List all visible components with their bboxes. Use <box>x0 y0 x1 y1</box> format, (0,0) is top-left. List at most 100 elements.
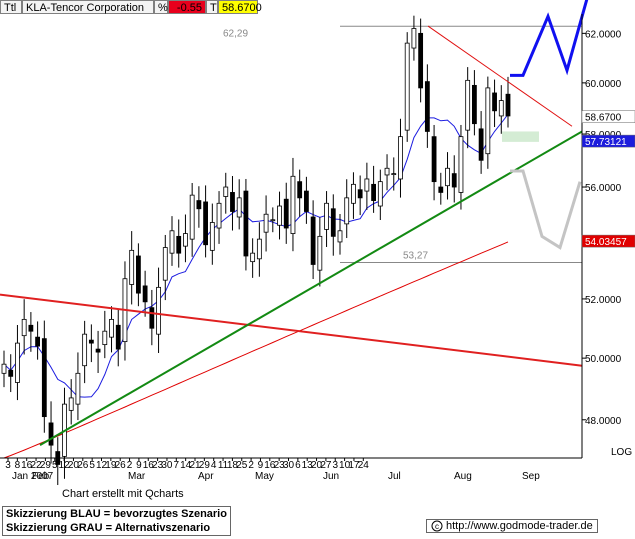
candle-body <box>351 183 356 204</box>
scenario-gray-text: Skizzierung GRAU = Alternativszenario <box>6 522 211 534</box>
candle-body <box>438 186 444 193</box>
candle-body <box>391 173 397 176</box>
candle-body <box>135 255 141 294</box>
x-tick-label: 30 <box>161 460 173 471</box>
target-zone <box>502 131 539 142</box>
candle-body <box>498 100 504 117</box>
x-tick-label: 25 <box>236 460 248 471</box>
y-tick-label: 56.0000 <box>585 183 622 194</box>
percent-label: % <box>154 0 168 14</box>
x-tick-label: 4 <box>211 460 217 471</box>
moving-averages <box>3 113 509 459</box>
candle-body <box>115 324 121 350</box>
ma-short-price-box <box>581 134 635 148</box>
candle-body <box>176 235 182 254</box>
candle-body <box>102 330 108 346</box>
long-downtrend-line <box>0 293 583 367</box>
annotations <box>0 0 589 447</box>
month-label: Aug <box>454 471 472 482</box>
x-tick-label: 19 <box>105 460 117 471</box>
ma-short-line <box>3 113 509 398</box>
candle-body <box>277 205 282 226</box>
candle-body <box>216 202 222 229</box>
candle-body <box>478 128 484 161</box>
candle-body <box>183 233 188 247</box>
candle-body <box>384 167 390 176</box>
ma-short-price-box-label: 57.73121 <box>585 137 627 148</box>
x-tick-label: 29 <box>40 460 52 471</box>
ma-long-price-box-label: 54.03457 <box>585 237 627 248</box>
candle-body <box>203 201 209 246</box>
candle-body <box>263 213 269 233</box>
candle-body <box>364 178 370 192</box>
x-tick-label: 18 <box>227 460 239 471</box>
plot-area <box>0 14 582 458</box>
scenario-blue-text: Skizzierung BLAU = bevorzugtes Szenario <box>6 508 227 520</box>
x-tick-label: 29 <box>199 460 211 471</box>
candle-body <box>209 222 215 251</box>
candle-body <box>445 167 450 187</box>
candle-body <box>485 87 491 155</box>
x-tick-label: 12 <box>96 460 108 471</box>
month-label: Jan 2007 <box>12 471 54 482</box>
candle-body <box>149 307 155 329</box>
candle-body <box>330 208 336 237</box>
candle-body <box>230 192 235 212</box>
change-value: -0.55 <box>168 0 206 14</box>
x-tick-label: 24 <box>358 460 370 471</box>
candle-body <box>424 81 430 132</box>
candle-body <box>431 136 437 183</box>
log-scale-label: LOG <box>611 447 632 458</box>
resistance-trendline <box>427 25 573 127</box>
candle-body <box>243 190 249 257</box>
candle-body <box>48 422 54 446</box>
last-price-box-label: 58.6700 <box>585 113 622 124</box>
level-label: 62,29 <box>223 28 248 39</box>
candle-body <box>189 194 195 240</box>
candle-body <box>317 235 323 271</box>
month-label: Jul <box>388 471 401 482</box>
x-tick-label: 5 <box>89 460 95 471</box>
candle-body <box>75 372 81 405</box>
candles <box>1 15 511 486</box>
x-tick-label: 7 <box>174 460 180 471</box>
candle-body <box>344 197 350 225</box>
candle-body <box>1 363 7 374</box>
x-tick-label: 14 <box>180 460 192 471</box>
candle-body <box>465 79 471 131</box>
candle-body <box>357 189 363 199</box>
x-tick-label: 3 <box>5 460 11 471</box>
candle-body <box>15 342 20 383</box>
month-label: May <box>255 471 274 482</box>
candle-body <box>21 318 27 337</box>
x-tick-label: 27 <box>320 460 332 471</box>
x-tick-label: 12 <box>59 460 71 471</box>
candle-body <box>68 397 74 411</box>
candle-body <box>290 175 296 234</box>
x-tick-label: 20 <box>68 460 80 471</box>
candle-body <box>88 339 94 344</box>
svg-text:c: c <box>435 522 439 531</box>
candle-body <box>35 336 40 347</box>
candle-body <box>411 28 417 49</box>
candle-body <box>82 333 88 367</box>
x-tick-label: 16 <box>143 460 155 471</box>
month-label: Feb <box>32 471 50 482</box>
candle-body <box>297 181 303 199</box>
x-tick-label: 9 <box>136 460 142 471</box>
y-tick-label: 62.0000 <box>585 29 622 40</box>
source-link[interactable]: c http://www.godmode-trader.de <box>426 519 598 533</box>
candle-body <box>250 252 256 263</box>
candle-body <box>142 285 148 303</box>
x-tick-label: 20 <box>311 460 323 471</box>
candle-body <box>505 93 511 117</box>
candle-body <box>8 369 14 377</box>
candle-body <box>270 219 276 222</box>
candle-body <box>371 183 377 201</box>
y-tick-label: 52.0000 <box>585 295 622 306</box>
scenario-blue-path <box>510 0 589 77</box>
candle-body <box>471 84 477 125</box>
candle-body <box>256 238 262 260</box>
month-label: Mar <box>128 471 146 482</box>
